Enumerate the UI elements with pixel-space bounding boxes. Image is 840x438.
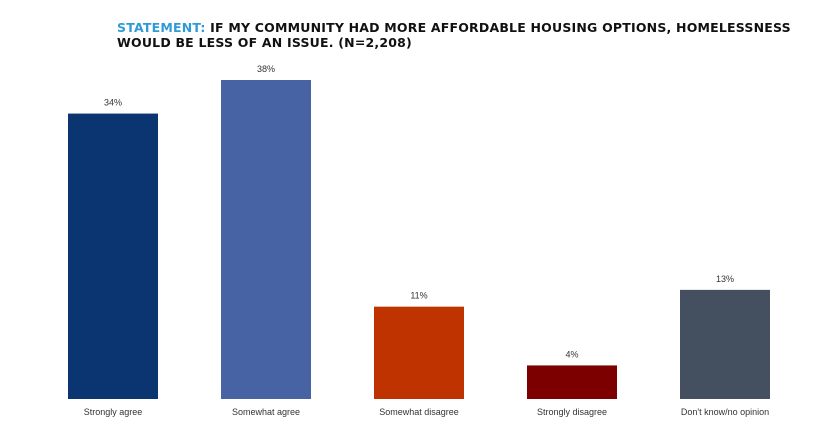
data-label: 4%	[565, 349, 578, 359]
x-tick-label: Don't know/no opinion	[681, 407, 769, 417]
chart-title: STATEMENT: IF MY COMMUNITY HAD MORE AFFO…	[117, 20, 797, 50]
chart-title-lead: STATEMENT:	[117, 20, 206, 35]
bar-strongly-disagree	[527, 365, 617, 399]
x-tick-label: Strongly disagree	[537, 407, 607, 417]
x-tick-label: Somewhat agree	[232, 407, 300, 417]
data-label: 38%	[257, 64, 275, 74]
bar-somewhat-agree	[221, 80, 311, 399]
x-tick-label: Strongly agree	[84, 407, 143, 417]
chart-title-text: IF MY COMMUNITY HAD MORE AFFORDABLE HOUS…	[117, 20, 791, 50]
data-label: 11%	[410, 291, 427, 301]
bar-strongly-agree	[68, 113, 158, 399]
x-tick-label: Somewhat disagree	[379, 407, 459, 417]
data-label: 13%	[716, 274, 734, 284]
bar-somewhat-disagree	[374, 306, 464, 399]
bar-don-t-know-no-opinion	[680, 289, 770, 399]
data-label: 34%	[104, 98, 122, 108]
